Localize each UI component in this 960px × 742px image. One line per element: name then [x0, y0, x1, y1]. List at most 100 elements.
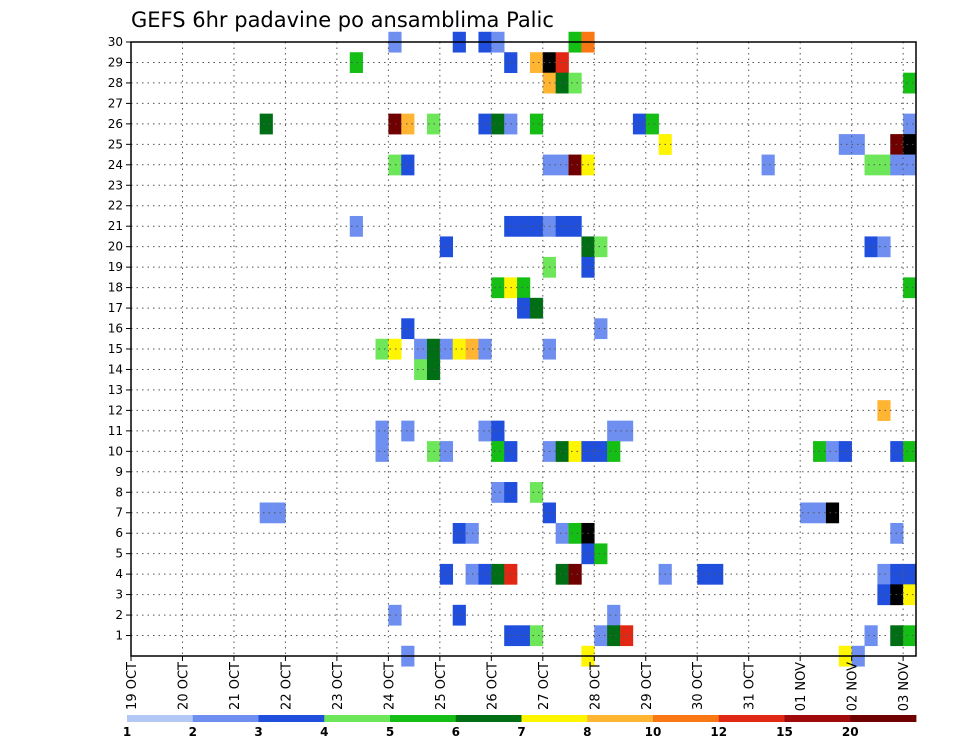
heatmap-cell: [864, 625, 878, 647]
y-tick-label: 2: [115, 608, 123, 622]
heatmap-cell: [568, 563, 582, 585]
heatmap-cell: [903, 563, 917, 585]
colorbar-swatch: [455, 715, 522, 722]
heatmap-cell: [594, 625, 608, 647]
y-tick-label: 1: [115, 629, 123, 643]
y-tick-label: 22: [108, 199, 123, 213]
heatmap-cell: [568, 441, 582, 462]
heatmap-cell: [903, 72, 917, 94]
heatmap-cell: [761, 154, 775, 176]
y-tick-label: 20: [108, 240, 123, 254]
heatmap-cell: [401, 154, 415, 176]
heatmap-cell: [388, 338, 402, 360]
x-tick-label: 26 OCT: [485, 662, 500, 710]
heatmap-cell: [478, 113, 492, 135]
heatmap-cell: [555, 154, 569, 176]
heatmap-cell: [349, 215, 363, 237]
heatmap-cell: [529, 113, 544, 135]
colorbar-label: 10: [645, 725, 662, 739]
y-tick-label: 4: [115, 567, 123, 581]
y-tick-label: 19: [108, 260, 123, 274]
heatmap-cell: [800, 502, 814, 524]
heatmap-cell: [903, 625, 917, 647]
heatmap-cell: [825, 502, 840, 524]
colorbar-label: 3: [254, 725, 262, 739]
y-tick-label: 23: [108, 178, 123, 192]
heatmap-cell: [607, 604, 621, 626]
heatmap-cell: [555, 441, 569, 462]
y-tick-label: 29: [108, 55, 123, 69]
y-tick-label: 5: [115, 547, 123, 561]
heatmap-cell: [568, 215, 582, 237]
y-tick-label: 30: [108, 35, 123, 49]
y-tick-label: 6: [115, 526, 123, 540]
heatmap-cell: [555, 72, 569, 94]
y-tick-label: 21: [108, 219, 123, 233]
heatmap-cell: [388, 113, 402, 135]
colorbar-label: 2: [189, 725, 197, 739]
y-tick-label: 12: [108, 403, 123, 417]
colorbar-label: 5: [386, 725, 394, 739]
heatmap-cell: [645, 113, 659, 135]
heatmap-cell: [478, 563, 492, 585]
heatmap-cell: [877, 400, 891, 421]
colorbar-label: 8: [583, 725, 591, 739]
plot-frame: [130, 41, 917, 657]
heatmap-cell: [568, 522, 582, 544]
y-tick-label: 13: [108, 383, 123, 397]
y-tick-label: 24: [108, 158, 123, 172]
heatmap-cell: [877, 154, 891, 176]
y-tick-label: 26: [108, 117, 123, 131]
heatmap-cell: [903, 113, 917, 135]
y-tick-label: 8: [115, 485, 123, 499]
x-tick-label: 03 NOV: [897, 662, 912, 711]
colorbar-swatch: [784, 715, 851, 722]
heatmap-cell: [529, 215, 544, 237]
heatmap-cell: [903, 154, 917, 176]
heatmap-cell: [375, 420, 389, 442]
heatmap-cell: [478, 338, 492, 360]
heatmap-cell: [439, 441, 454, 462]
x-tick-label: 23 OCT: [331, 662, 346, 710]
x-tick-label: 20 OCT: [176, 662, 191, 710]
heatmap-cell: [517, 625, 531, 647]
heatmap-cell: [877, 584, 891, 606]
colorbar-label: 7: [517, 725, 525, 739]
heatmap-cell: [452, 522, 466, 544]
colorbar-label: 20: [842, 725, 859, 739]
heatmap-cell: [414, 338, 428, 360]
heatmap-cell: [401, 420, 415, 442]
heatmap-cell: [877, 236, 891, 258]
colorbar-swatch: [653, 715, 720, 722]
y-tick-label: 9: [115, 465, 123, 479]
x-tick-label: 19 OCT: [125, 662, 140, 710]
heatmap-cell: [903, 134, 917, 155]
heatmap-cell: [259, 113, 273, 135]
colorbar-label: 6: [452, 725, 460, 739]
heatmap-cell: [491, 277, 505, 299]
heatmap-cell: [375, 441, 389, 462]
y-tick-label: 17: [108, 301, 123, 315]
x-axis: 19 OCT 20 OCT 21 OCT 22 OCT 23 OCT 24 OCT 25 O…: [125, 656, 912, 711]
heatmap-cell: [439, 236, 454, 258]
colorbar-swatch: [850, 715, 917, 722]
colorbar: 1 2 3 4 5 6 7 8 10 12 15 20: [123, 715, 917, 739]
heatmap-cell: [838, 134, 852, 155]
heatmap-cell: [491, 113, 505, 135]
x-tick-label: 01 NOV: [794, 662, 809, 711]
heatmap-cell: [825, 441, 840, 462]
colorbar-label: 1: [123, 725, 131, 739]
heatmap-cell: [632, 113, 647, 135]
heatmap-cell: [594, 318, 608, 340]
heatmap-cell: [555, 563, 569, 585]
heatmap-cell: [529, 297, 544, 319]
heatmap-cell: [478, 420, 492, 442]
y-tick-label: 3: [115, 588, 123, 602]
heatmap-cell: [594, 236, 608, 258]
x-tick-label: 31 OCT: [743, 662, 758, 710]
heatmap-cell: [517, 215, 531, 237]
heatmap-cells: [259, 31, 917, 667]
heatmap-cell: [903, 277, 917, 299]
chart-title: GEFS 6hr padavine po ansamblima Palic: [131, 8, 554, 32]
heatmap-cell: [607, 625, 621, 647]
